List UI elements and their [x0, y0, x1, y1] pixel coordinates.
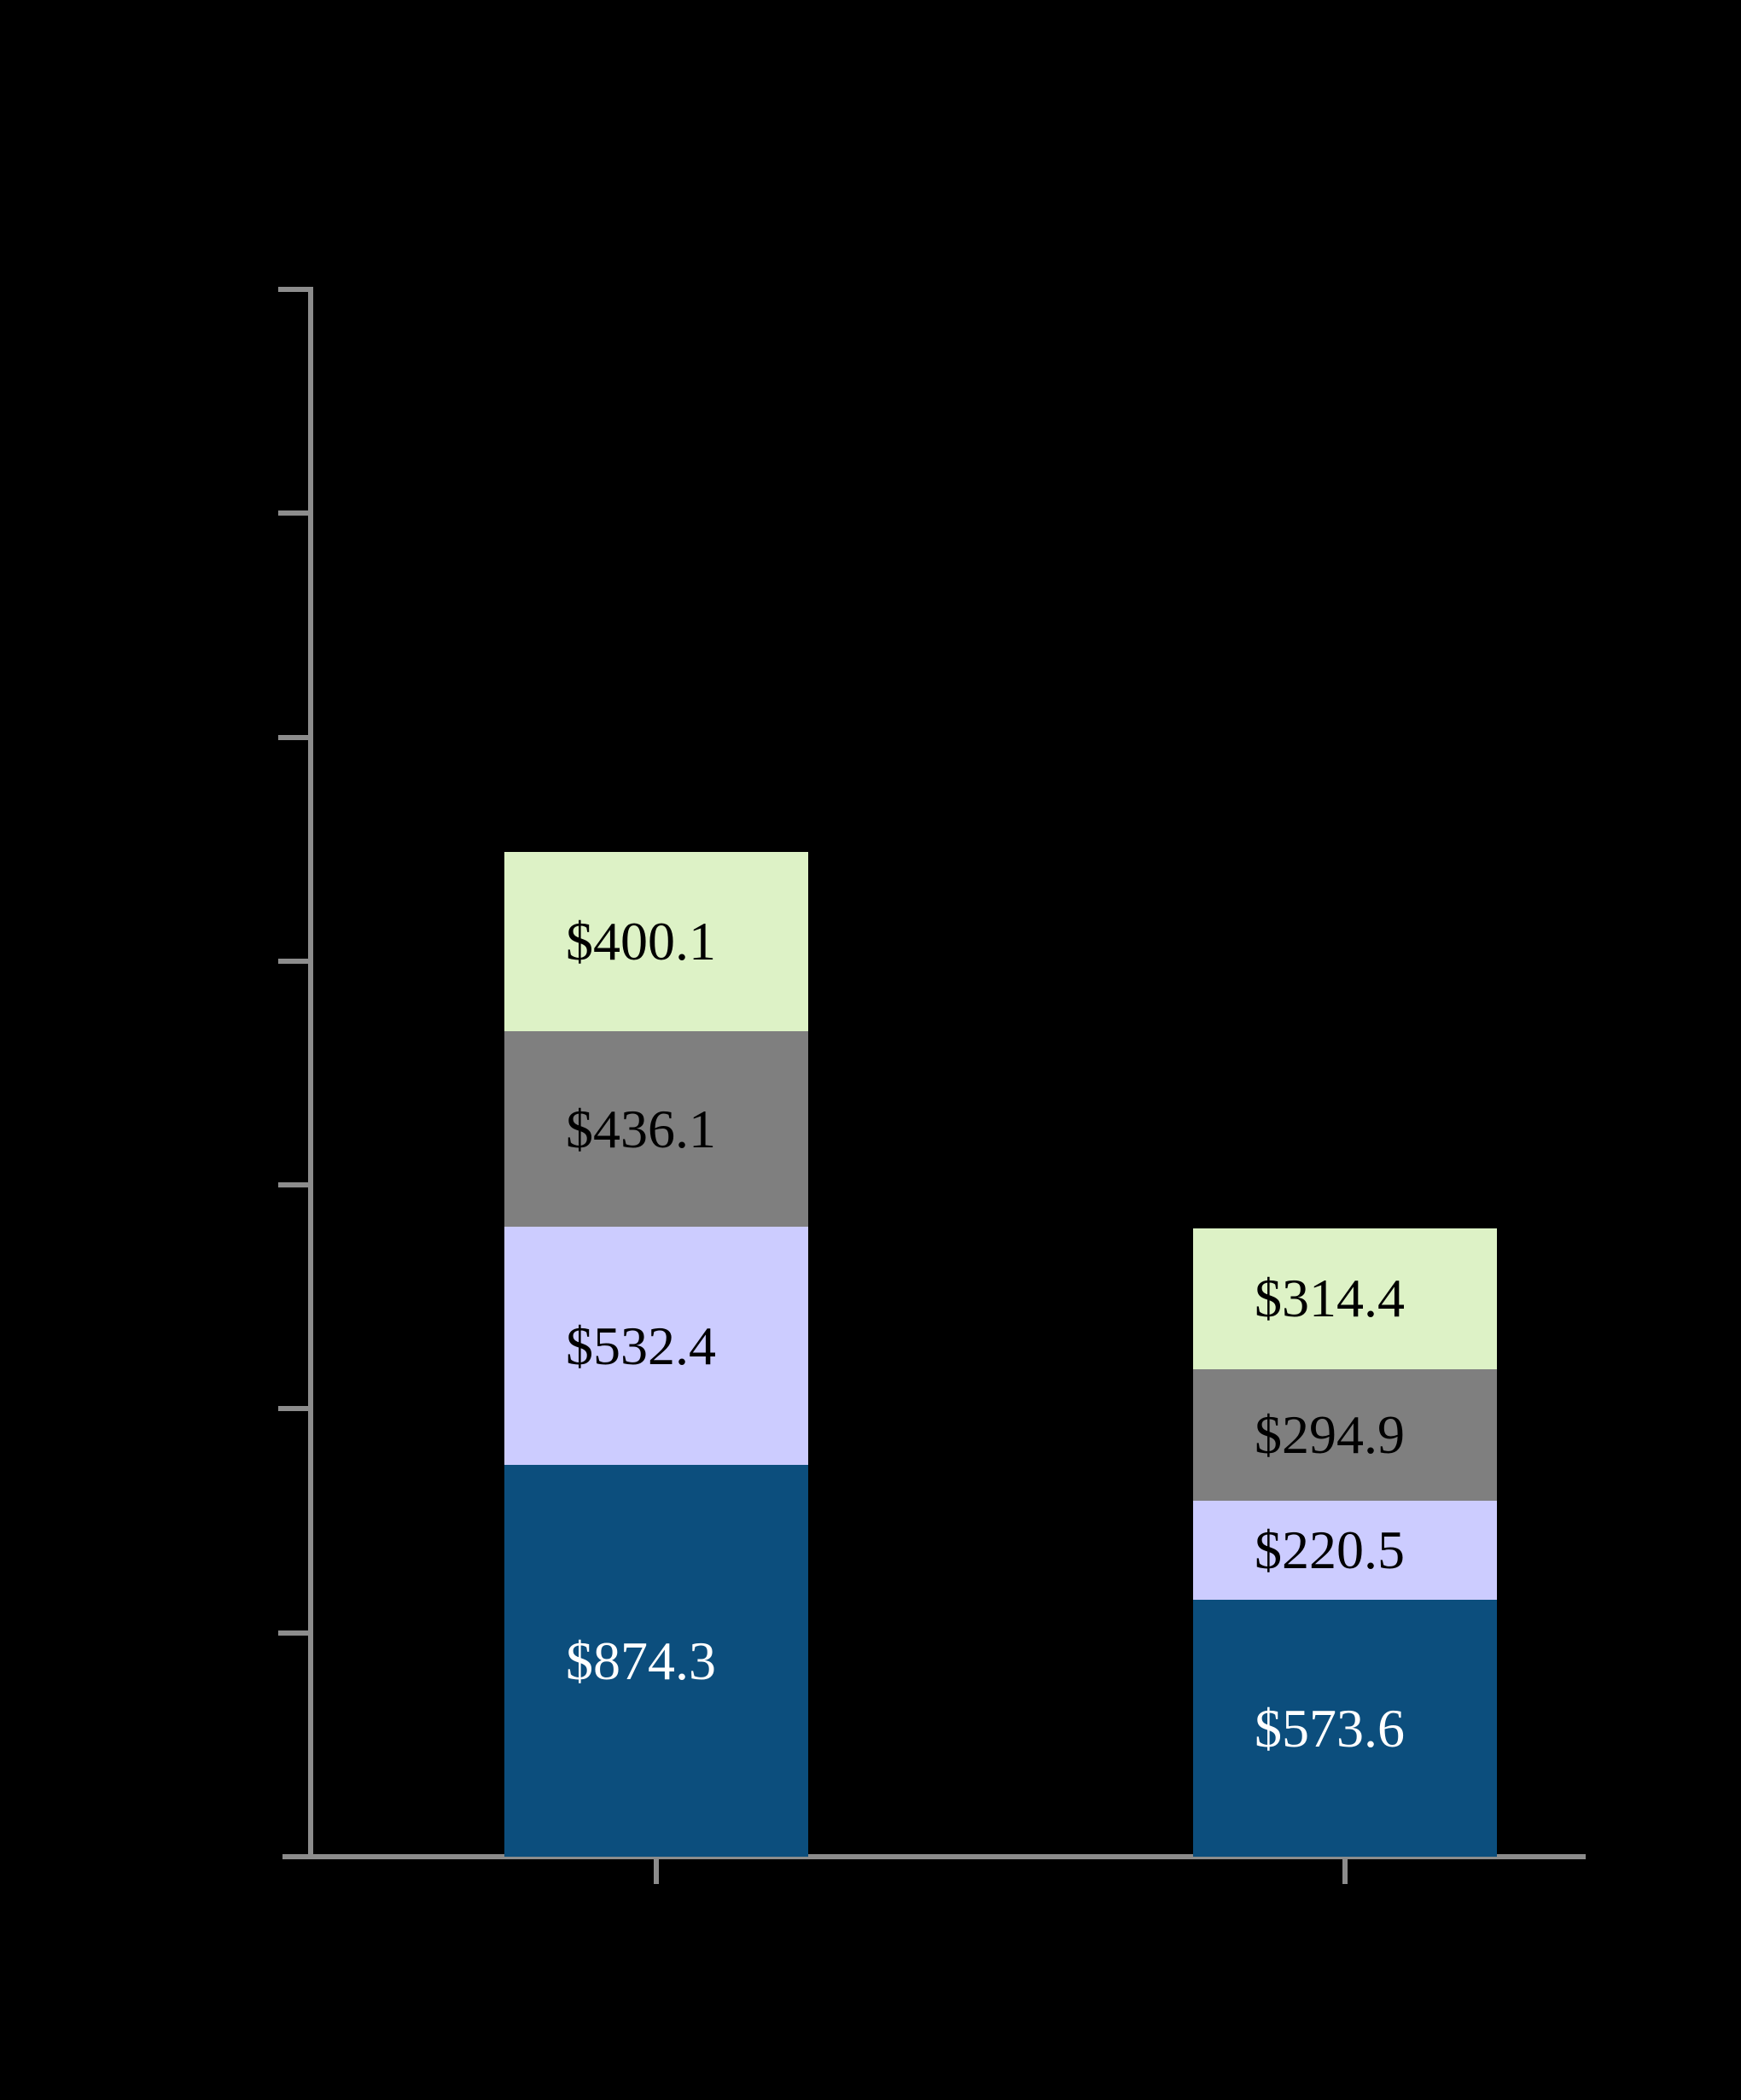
bar1-segment2-value-label: $532.4 [566, 1315, 716, 1376]
bar2-segment2: $220.5 [1193, 1501, 1497, 1601]
x-axis-line [282, 1854, 1586, 1859]
y-tick [277, 958, 308, 964]
bar2-segment4: $314.4 [1193, 1228, 1497, 1369]
x-tick [1342, 1859, 1348, 1884]
bar2-segment1-value-label: $573.6 [1255, 1697, 1405, 1759]
x-tick [654, 1859, 659, 1884]
bar1-segment2: $532.4 [504, 1227, 808, 1466]
bar2-segment3-value-label: $294.9 [1255, 1404, 1405, 1466]
bar2-segment1: $573.6 [1193, 1600, 1497, 1857]
bar2-segment3: $294.9 [1193, 1368, 1497, 1502]
y-tick [277, 1182, 308, 1188]
y-tick [277, 1406, 308, 1412]
bar1-segment1: $874.3 [504, 1465, 808, 1857]
y-tick [277, 510, 308, 516]
y-tick [277, 287, 308, 292]
y-tick [277, 1630, 308, 1636]
bar2-segment4-value-label: $314.4 [1255, 1268, 1405, 1329]
bar1-segment3-value-label: $436.1 [566, 1098, 716, 1159]
y-tick [277, 734, 308, 740]
bar1-segment4: $400.1 [504, 852, 808, 1032]
bar2-segment2-value-label: $220.5 [1255, 1520, 1405, 1581]
bar1-segment4-value-label: $400.1 [566, 911, 716, 972]
y-axis-line [307, 287, 313, 1859]
bar1-segment1-value-label: $874.3 [566, 1630, 716, 1691]
bar1-segment3: $436.1 [504, 1031, 808, 1228]
